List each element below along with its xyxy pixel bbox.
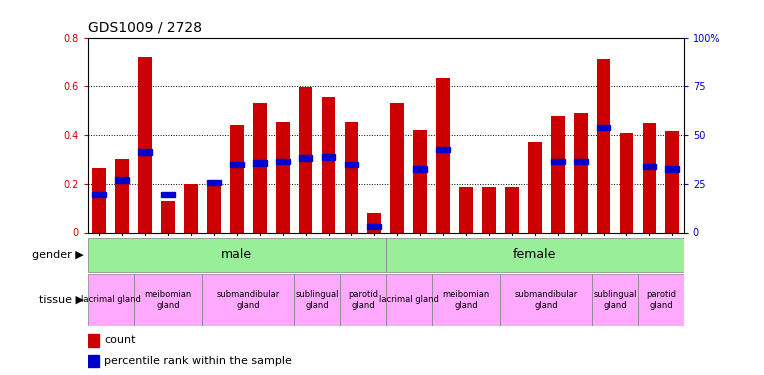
- Bar: [230, 125, 244, 232]
- Bar: [436, 147, 450, 152]
- Bar: [367, 224, 381, 229]
- Text: parotid
gland: parotid gland: [348, 290, 378, 310]
- Bar: [134, 274, 202, 326]
- Bar: [276, 122, 290, 232]
- Bar: [88, 274, 134, 326]
- Bar: [528, 142, 542, 232]
- Bar: [92, 168, 106, 232]
- Bar: [592, 274, 638, 326]
- Bar: [253, 160, 267, 166]
- Bar: [436, 78, 450, 232]
- Bar: [253, 104, 267, 232]
- Text: lacrimal gland: lacrimal gland: [379, 296, 439, 304]
- Bar: [92, 192, 106, 197]
- Bar: [574, 159, 588, 165]
- Bar: [620, 133, 633, 232]
- Bar: [638, 274, 684, 326]
- Bar: [88, 334, 99, 346]
- Bar: [294, 274, 340, 326]
- Bar: [299, 156, 312, 161]
- Bar: [386, 238, 684, 272]
- Bar: [184, 184, 198, 232]
- Bar: [386, 274, 432, 326]
- Bar: [207, 180, 221, 185]
- Bar: [115, 177, 129, 183]
- Bar: [138, 57, 152, 232]
- Bar: [597, 125, 610, 130]
- Bar: [322, 97, 335, 232]
- Text: submandibular
gland: submandibular gland: [515, 290, 578, 310]
- Text: sublingual
gland: sublingual gland: [594, 290, 636, 310]
- Bar: [322, 154, 335, 160]
- Bar: [390, 104, 404, 232]
- Text: parotid
gland: parotid gland: [646, 290, 676, 310]
- Text: meibomian
gland: meibomian gland: [144, 290, 192, 310]
- Text: submandibular
gland: submandibular gland: [217, 290, 280, 310]
- Bar: [597, 59, 610, 232]
- Bar: [643, 123, 656, 232]
- Text: lacrimal gland: lacrimal gland: [81, 296, 141, 304]
- Text: meibomian
gland: meibomian gland: [442, 290, 490, 310]
- Text: percentile rank within the sample: percentile rank within the sample: [104, 356, 292, 366]
- Bar: [413, 130, 427, 232]
- Bar: [115, 159, 129, 232]
- Text: tissue ▶: tissue ▶: [39, 295, 84, 305]
- Bar: [299, 87, 312, 232]
- Bar: [551, 116, 565, 232]
- Bar: [413, 166, 427, 172]
- Bar: [340, 274, 386, 326]
- Bar: [459, 188, 473, 232]
- Bar: [88, 238, 386, 272]
- Bar: [345, 122, 358, 232]
- Bar: [88, 355, 99, 367]
- Bar: [551, 159, 565, 165]
- Text: sublingual
gland: sublingual gland: [296, 290, 338, 310]
- Text: male: male: [222, 249, 252, 261]
- Text: count: count: [104, 335, 135, 345]
- Bar: [643, 164, 656, 170]
- Bar: [574, 113, 588, 232]
- Bar: [230, 162, 244, 167]
- Text: female: female: [513, 249, 556, 261]
- Bar: [138, 149, 152, 155]
- Bar: [345, 162, 358, 167]
- Text: gender ▶: gender ▶: [32, 250, 84, 260]
- Bar: [665, 166, 679, 172]
- Bar: [505, 188, 519, 232]
- Bar: [161, 192, 175, 197]
- Bar: [432, 274, 500, 326]
- Bar: [482, 188, 496, 232]
- Text: GDS1009 / 2728: GDS1009 / 2728: [88, 21, 202, 35]
- Bar: [207, 183, 221, 232]
- Bar: [202, 274, 294, 326]
- Bar: [367, 213, 381, 232]
- Bar: [665, 131, 679, 232]
- Bar: [276, 159, 290, 165]
- Bar: [161, 201, 175, 232]
- Bar: [500, 274, 592, 326]
